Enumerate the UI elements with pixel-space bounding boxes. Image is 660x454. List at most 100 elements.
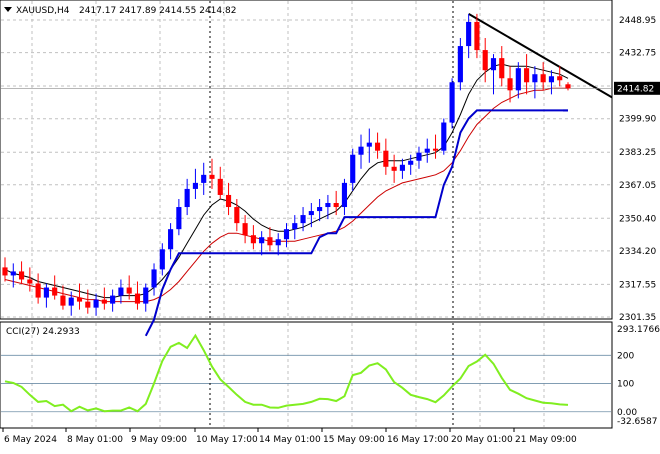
candle-body <box>408 160 414 165</box>
time-tick-label: 10 May 17:00 <box>196 435 258 445</box>
candle <box>565 82 571 91</box>
candle <box>126 275 132 300</box>
candle-body <box>482 50 488 71</box>
candle <box>242 215 248 244</box>
candle <box>383 138 389 175</box>
candle <box>134 281 141 310</box>
price-tick-label: 2432.75 <box>619 49 656 59</box>
candle-body <box>242 223 248 236</box>
candle-body <box>225 194 232 208</box>
candle-body <box>27 279 33 284</box>
ohlc-readout: 2417.17 2417.89 2414.55 2414.82 <box>79 6 236 16</box>
time-tick-label: 16 May 17:00 <box>387 435 449 445</box>
candle-body <box>325 203 331 208</box>
candle-body <box>540 74 546 83</box>
candle <box>391 154 397 183</box>
candle <box>110 289 116 312</box>
candle <box>192 168 198 199</box>
moving-averages <box>1 12 613 337</box>
candle <box>275 233 281 256</box>
candle-body <box>515 68 521 91</box>
candle-body <box>350 154 356 183</box>
candle-body <box>192 182 198 189</box>
candle-body <box>18 271 25 280</box>
resistance-trendline <box>468 12 613 99</box>
candle-body <box>267 237 273 246</box>
candle-body <box>375 142 381 151</box>
candle <box>159 243 165 276</box>
candle-body <box>499 58 505 79</box>
candle-body <box>68 297 74 306</box>
candle <box>375 132 381 159</box>
candle <box>143 283 149 312</box>
atr-stop-line <box>144 109 568 337</box>
candle-body <box>143 287 149 304</box>
candle-body <box>474 21 480 51</box>
candle-body <box>101 299 107 304</box>
candle-body <box>490 58 497 71</box>
candle <box>532 66 538 99</box>
candle-body <box>441 122 447 151</box>
candle-body <box>60 295 66 306</box>
candle-body <box>234 207 240 224</box>
candle <box>548 70 555 95</box>
candle <box>474 13 480 59</box>
candle <box>399 158 405 179</box>
candle <box>27 267 33 292</box>
candle <box>101 287 107 310</box>
candle-body <box>300 215 306 224</box>
candle-body <box>52 287 58 296</box>
candle <box>2 257 8 282</box>
candle-body <box>10 271 16 276</box>
candle <box>250 225 256 250</box>
symbol-label: XAUUSD,H4 <box>16 6 70 16</box>
time-tick-label: 15 May 09:00 <box>323 435 385 445</box>
cci-series-line <box>4 333 569 413</box>
candle-body <box>532 74 538 83</box>
candle <box>217 166 223 199</box>
candle <box>283 223 290 248</box>
candle <box>457 38 463 91</box>
period-separators <box>209 1 454 427</box>
indicator-axis-labels: 293.1766 200 100 0.00-32.6587 <box>617 325 660 427</box>
price-tick-label: 2367.05 <box>619 181 656 191</box>
candle-body <box>391 166 397 171</box>
candles <box>2 13 571 316</box>
candle-body <box>366 142 372 147</box>
candle <box>52 275 58 300</box>
symbol-dropdown-icon[interactable] <box>4 7 12 12</box>
cci-levels <box>1 354 611 413</box>
candle-body <box>159 249 165 270</box>
candle-body <box>43 287 49 298</box>
candle <box>432 134 439 159</box>
candle-body <box>457 46 463 83</box>
candle-body <box>76 297 83 302</box>
candle-body <box>35 283 41 298</box>
candle <box>234 198 240 232</box>
candle <box>176 198 182 236</box>
price-tick-label: 2301.35 <box>619 313 656 323</box>
candle <box>317 198 323 222</box>
candle <box>60 285 66 310</box>
candle <box>524 54 530 95</box>
candle-body <box>333 203 339 208</box>
candle <box>184 178 190 216</box>
candle <box>358 134 364 169</box>
price-tick-label: 2350.40 <box>619 214 656 224</box>
candle <box>333 190 339 216</box>
candle-body <box>466 21 472 47</box>
candle-body <box>283 229 290 240</box>
candle <box>308 203 314 228</box>
candle-body <box>217 178 223 195</box>
price-tick-label: 2383.25 <box>619 148 656 158</box>
candle <box>18 261 25 284</box>
candle <box>225 182 232 216</box>
indicator-panel-frame <box>0 321 613 429</box>
candle <box>449 78 455 129</box>
candle <box>85 289 91 314</box>
candle <box>366 128 372 163</box>
candle <box>10 263 16 288</box>
candle-body <box>168 229 174 250</box>
candle <box>499 46 505 87</box>
